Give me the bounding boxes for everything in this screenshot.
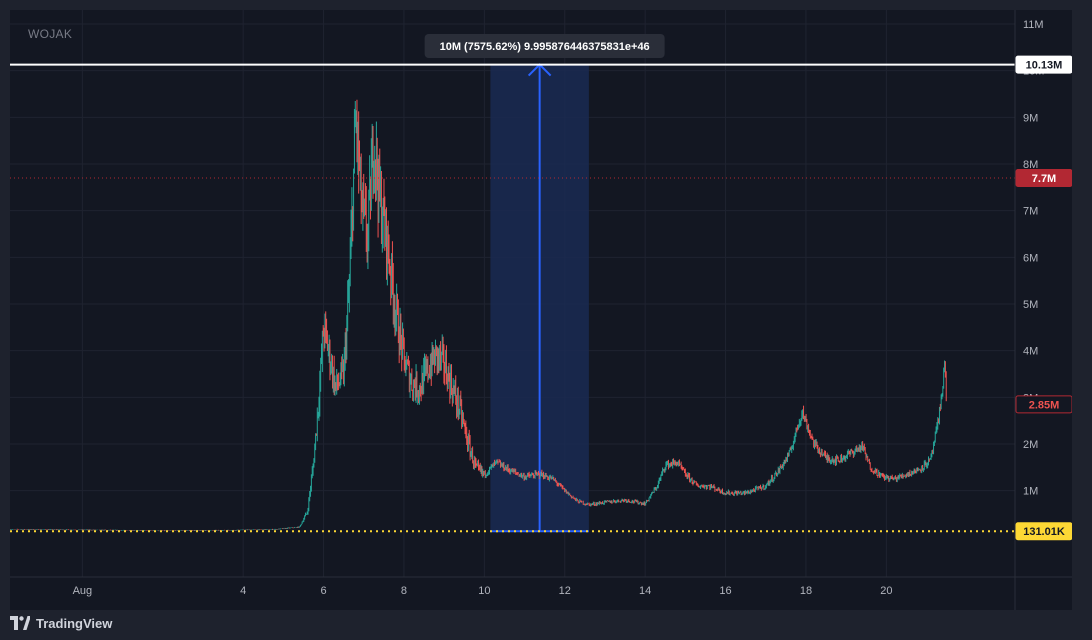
high-price-tag: 10.13M (1026, 60, 1063, 72)
time-tick-label: Aug (73, 585, 93, 597)
price-tags: 10.13M 7.7M 2.85M 131.01K (1015, 55, 1072, 541)
price-tick-label: 1M (1023, 486, 1038, 498)
time-tick-label: 6 (320, 585, 326, 597)
tradingview-logo-icon (10, 616, 30, 630)
time-tick-label: 12 (559, 585, 571, 597)
chart-canvas[interactable]: 1M2M3M4M5M6M7M8M9M10M11M Aug468101214161… (10, 10, 1072, 610)
current-price-tag-bg (1015, 169, 1072, 187)
time-tick-label: 10 (478, 585, 490, 597)
measure-label: 10M (7575.62%) 9.995876446375831e+46 (424, 34, 665, 58)
price-tick-label: 6M (1023, 252, 1038, 264)
last-price-tag: 2.85M (1029, 399, 1060, 411)
low-price-tag: 131.01K (1023, 526, 1065, 538)
time-tick-label: 20 (880, 585, 892, 597)
price-tick-label: 4M (1023, 346, 1038, 358)
price-tick-label: 8M (1023, 159, 1038, 171)
time-tick-label: 14 (639, 585, 651, 597)
time-tick-label: 16 (719, 585, 731, 597)
time-tick-label: 18 (800, 585, 812, 597)
low-price-tag-bg (1015, 522, 1072, 541)
tradingview-branding[interactable]: TradingView (10, 612, 112, 634)
price-tick-label: 2M (1023, 439, 1038, 451)
price-tick-label: 11M (1023, 19, 1044, 31)
time-axis[interactable]: Aug 4 6 8 10 12 14 16 18 20 (73, 585, 893, 597)
symbol-label: WOJAK (28, 27, 73, 41)
measure-label-bg (424, 34, 665, 58)
price-axis[interactable]: 1M2M3M4M5M6M7M8M9M10M11M (1023, 19, 1044, 498)
price-tick-label: 7M (1023, 206, 1038, 218)
candles (10, 99, 947, 532)
measure-label-text: 10M (7575.62%) 9.995876446375831e+46 (440, 41, 650, 53)
chart-frame: 1M2M3M4M5M6M7M8M9M10M11M Aug468101214161… (10, 10, 1072, 610)
time-tick-label: 4 (240, 585, 246, 597)
brand-name: TradingView (36, 615, 113, 631)
current-price-tag: 7.7M (1032, 173, 1056, 185)
price-tick-label: 9M (1023, 112, 1038, 124)
price-levels (10, 63, 1015, 533)
measure-tool[interactable] (490, 63, 589, 533)
price-tick-label: 5M (1023, 299, 1038, 311)
last-price-tag-bg (1015, 395, 1072, 414)
time-tick-label: 8 (401, 585, 407, 597)
high-price-tag-bg (1015, 55, 1072, 74)
